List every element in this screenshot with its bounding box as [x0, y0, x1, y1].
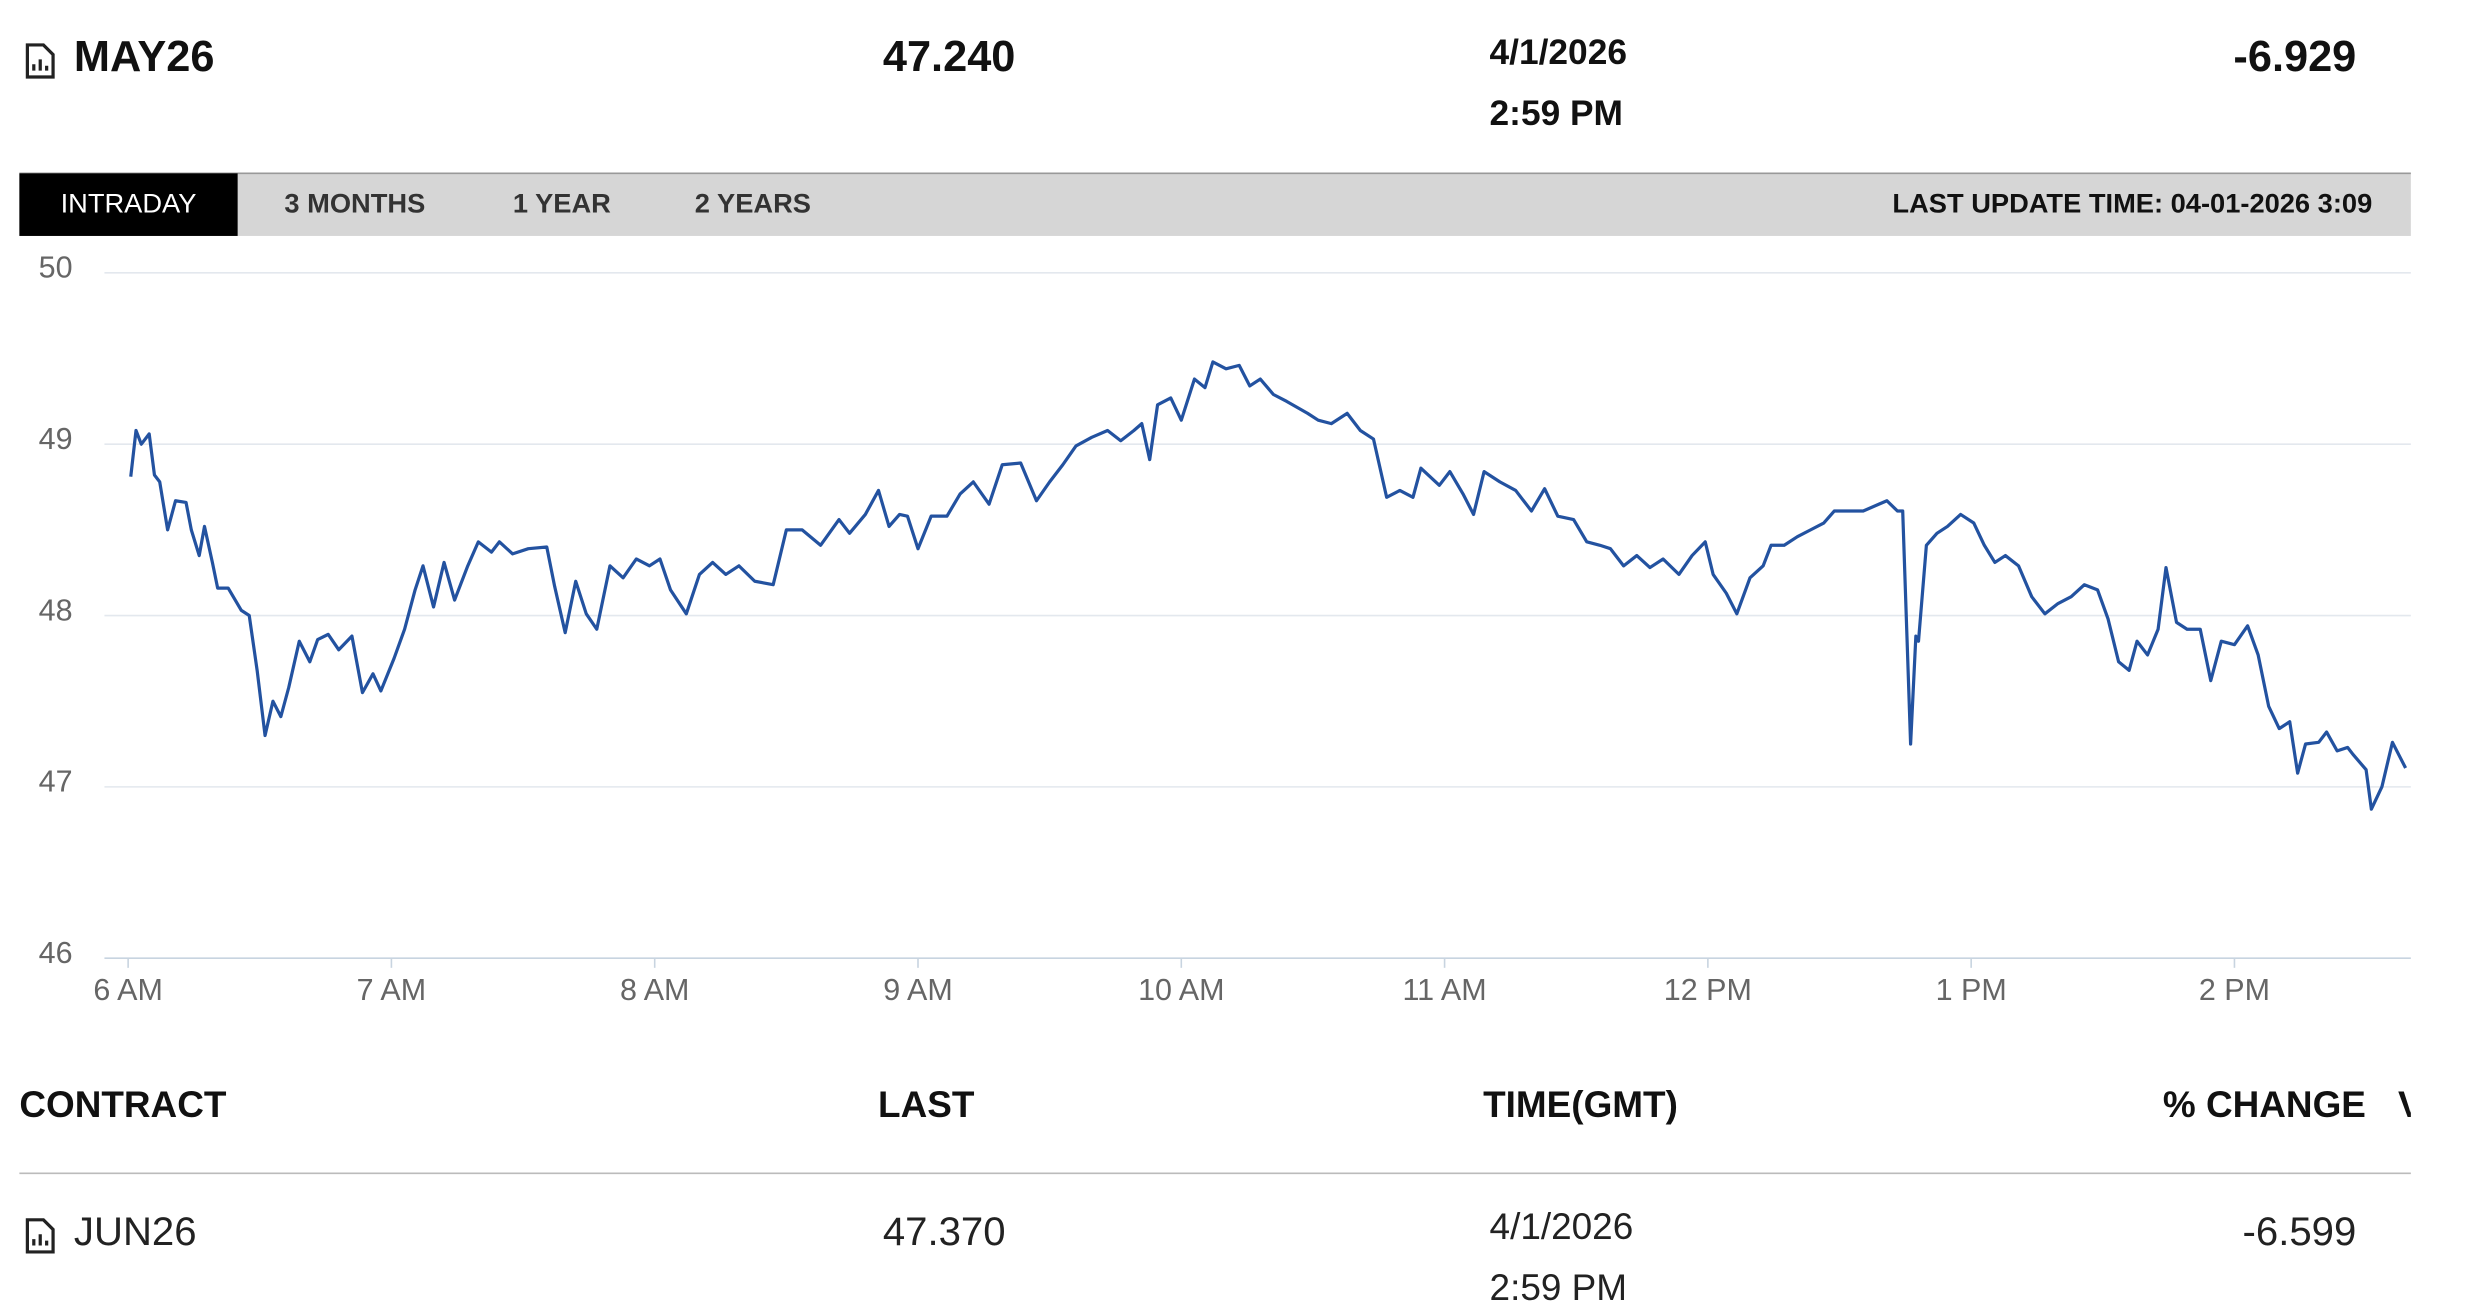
x-tick-label: 6 AM [93, 973, 162, 1007]
table-header: % CHANGE [2163, 1084, 2366, 1125]
tab-active[interactable] [19, 173, 238, 236]
last-update: LAST UPDATE TIME: 04-01-2026 3:09 [1892, 188, 2372, 219]
price-line [129, 360, 2408, 811]
x-tick-label: 8 AM [620, 973, 689, 1007]
contract[interactable]: JUN26 [74, 1209, 197, 1254]
x-tick-label: 10 AM [1138, 973, 1224, 1007]
x-tick-label: 2 PM [2199, 973, 2270, 1007]
x-tick-label: 11 AM [1402, 973, 1486, 1007]
last-price: 47.240 [883, 33, 1016, 81]
tab[interactable]: INTRADAY [61, 188, 197, 219]
y-tick-label: 47 [39, 765, 73, 799]
table-header: TIME(GMT) [1483, 1084, 1678, 1125]
y-tick-label: 46 [39, 936, 73, 970]
symbol: MAY26 [74, 33, 215, 81]
last: 47.370 [883, 1209, 1006, 1254]
change: -6.599 [2243, 1209, 2357, 1254]
y-tick-label: 48 [39, 593, 73, 627]
time: 2:59 PM [1490, 94, 1623, 133]
x-tick-label: 7 AM [357, 973, 426, 1007]
date: 4/1/2026 [1490, 33, 1627, 72]
x-tick-label: 1 PM [1936, 973, 2007, 1007]
tab-bar [19, 173, 2411, 236]
table-header: VOLUME [2398, 1084, 2488, 1125]
y-tick-label: 49 [39, 422, 73, 456]
time: 2:59 PM [1490, 1267, 1627, 1308]
x-tick-label: 12 PM [1664, 973, 1752, 1007]
tab[interactable]: 2 YEARS [695, 188, 811, 219]
file-icon [25, 43, 55, 79]
tab[interactable]: 3 MONTHS [284, 188, 425, 219]
y-tick-label: 50 [39, 251, 73, 285]
table-header: CONTRACT [19, 1084, 227, 1125]
chart: 46 47 48 49 50 6 AM 7 AM 8 AM 9 AM 10 AM 11 AM 12 P… [39, 251, 2411, 1007]
file-icon [25, 1218, 55, 1254]
table-header: LAST [878, 1084, 975, 1125]
tab[interactable]: 1 YEAR [513, 188, 611, 219]
x-tick-label: 9 AM [883, 973, 952, 1007]
change: -6.929 [2233, 33, 2356, 81]
date: 4/1/2026 [1490, 1206, 1634, 1247]
